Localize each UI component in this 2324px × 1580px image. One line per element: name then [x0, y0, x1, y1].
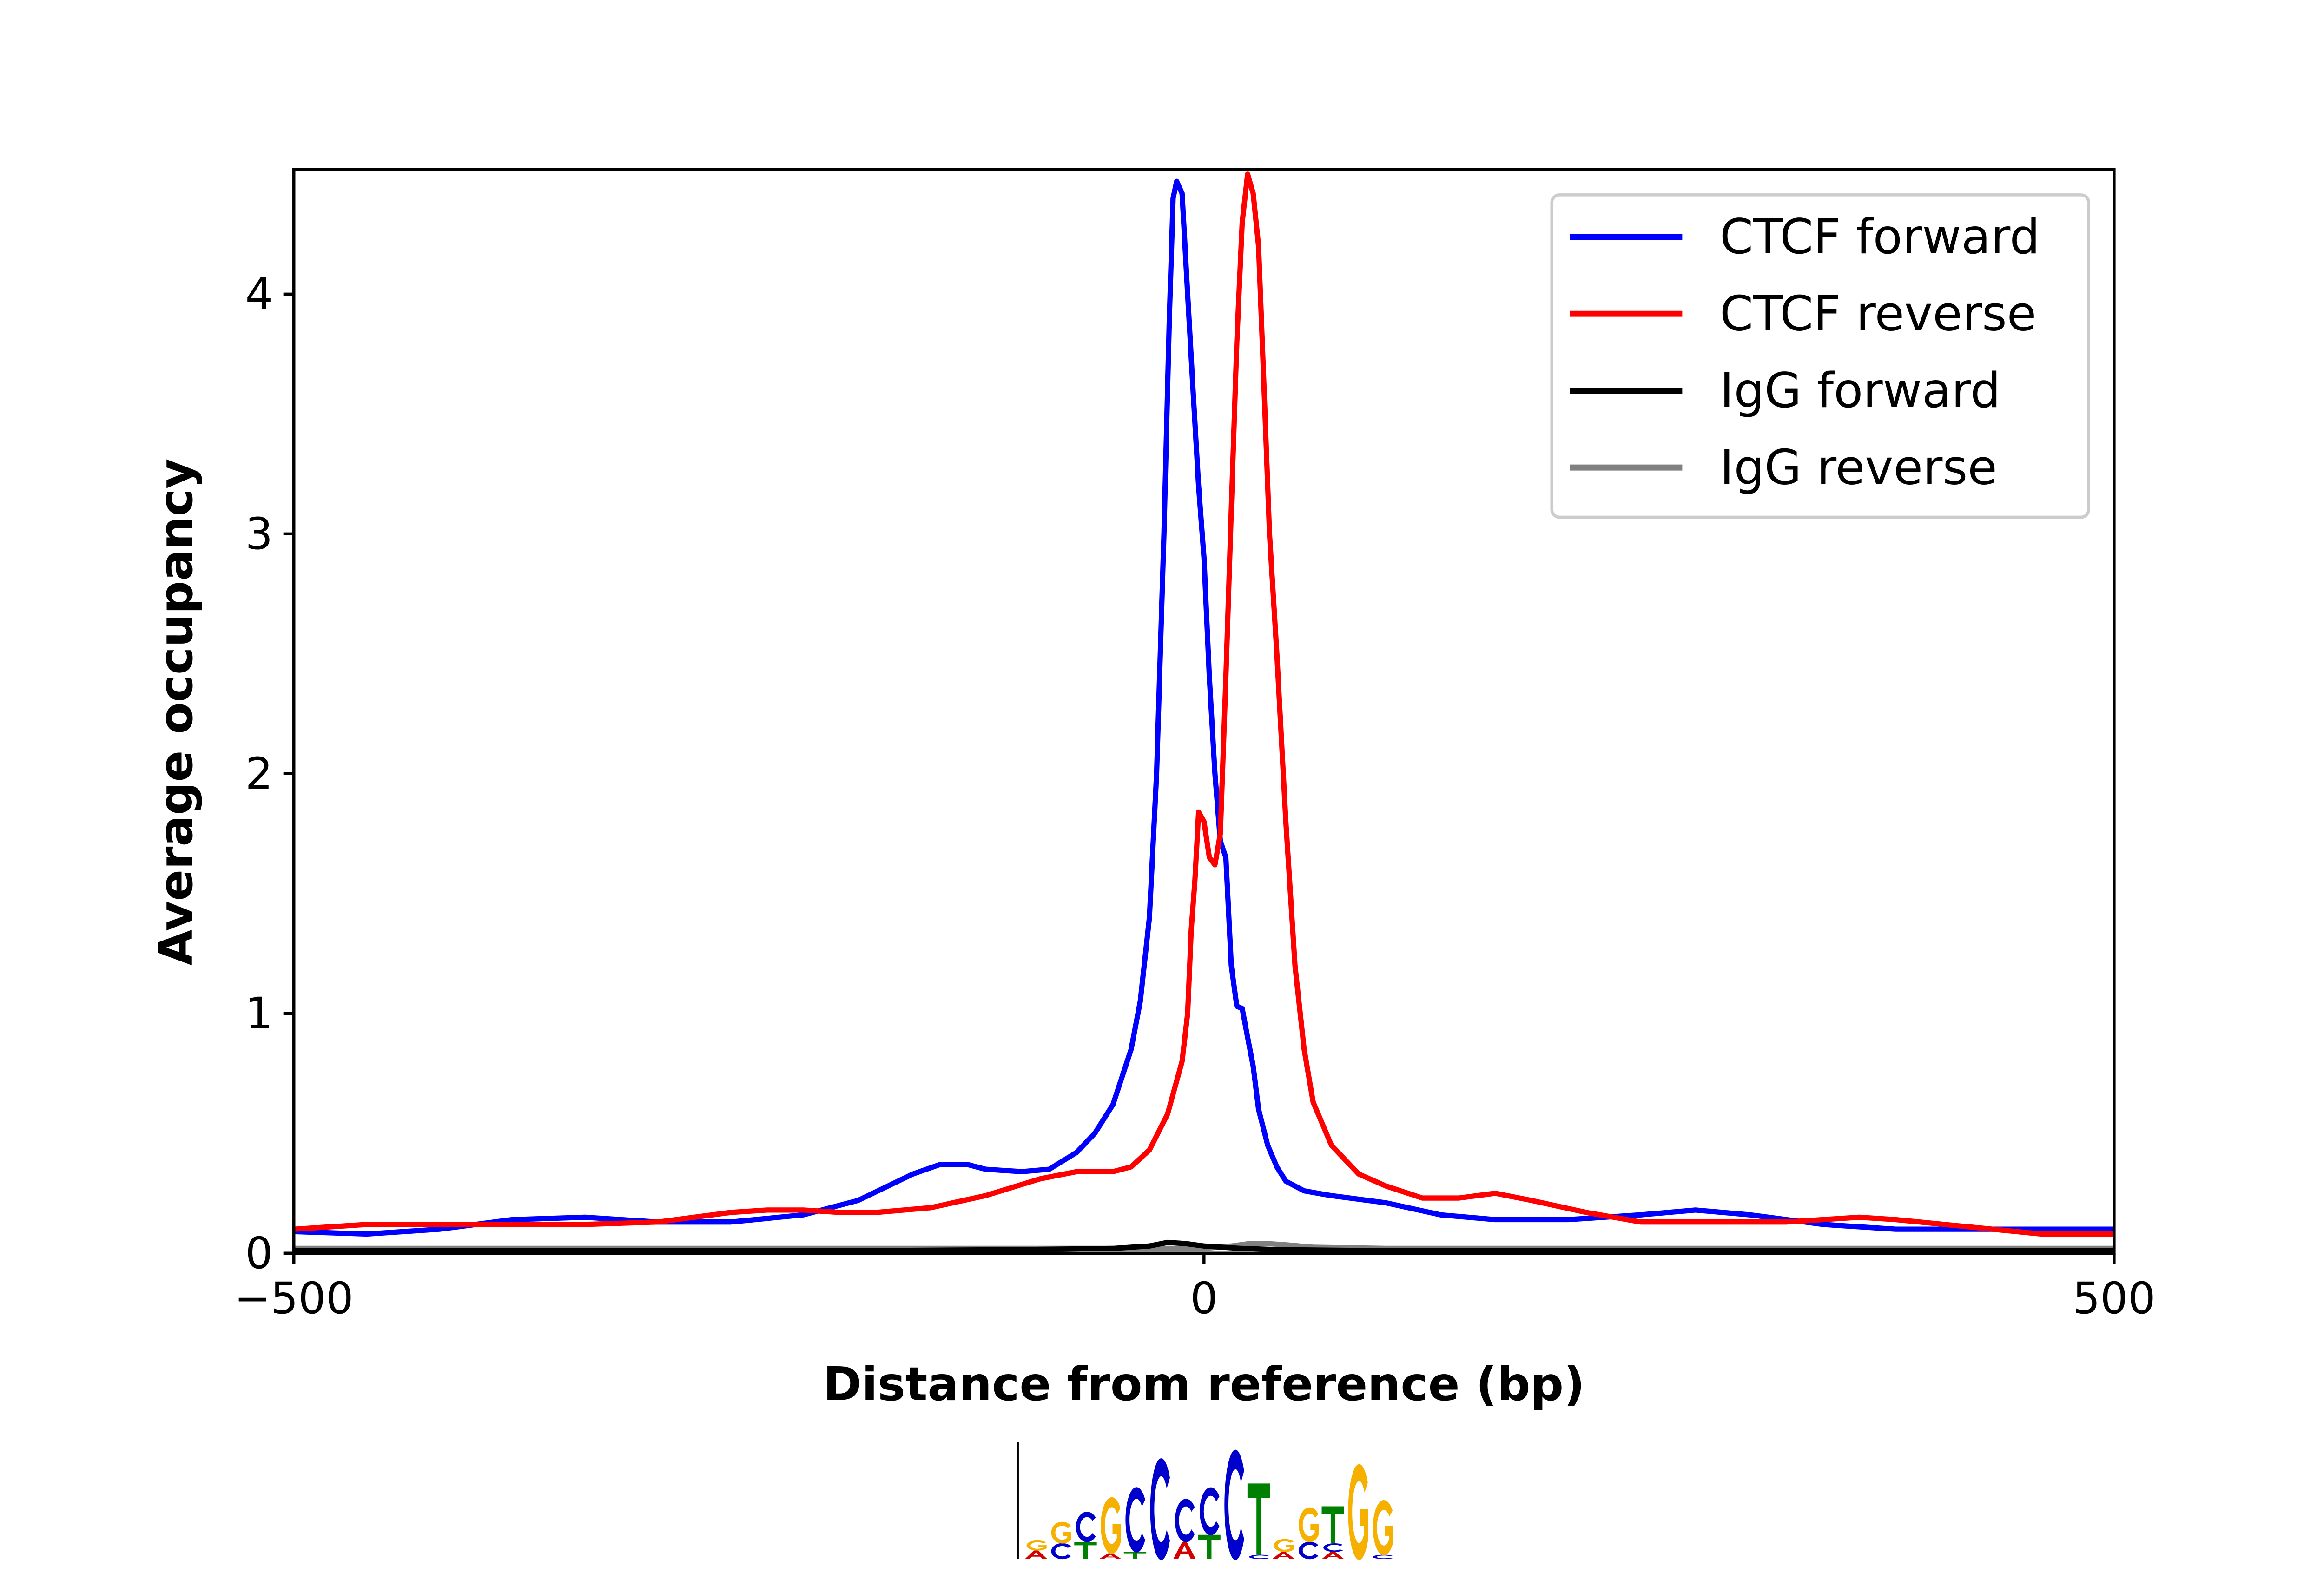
logo-letter-C-glyph	[1249, 1554, 1269, 1559]
logo-letter-C-glyph	[1299, 1541, 1319, 1560]
logo-letter-T-glyph	[1198, 1534, 1221, 1559]
legend-label: CTCF forward	[1720, 209, 2040, 265]
x-tick-label: 500	[2073, 1273, 2156, 1324]
legend-label: CTCF reverse	[1720, 286, 2036, 342]
logo-letter-T-glyph	[1074, 1542, 1097, 1559]
logo-letter-G-glyph	[1101, 1497, 1121, 1554]
logo-letter-A-glyph	[1099, 1553, 1122, 1559]
y-tick-label: 4	[245, 269, 273, 320]
logo-letter-C-glyph	[1175, 1499, 1195, 1542]
legend-item-igg-forward: IgG forward	[1570, 363, 2001, 419]
logo-letter-G-glyph	[1373, 1500, 1393, 1555]
logo-letter-A-glyph	[1321, 1552, 1344, 1559]
logo-letter-T-glyph	[1123, 1552, 1147, 1559]
logo-letter-G-glyph	[1026, 1540, 1047, 1551]
logo-letter-T-glyph	[1247, 1483, 1270, 1555]
logo-letter-C-glyph	[1224, 1449, 1244, 1560]
logo-letter-A-glyph	[1272, 1552, 1295, 1559]
ctcf-reverse-line	[293, 171, 2114, 1237]
logo-letter-G-glyph	[1274, 1539, 1294, 1552]
legend-box	[1550, 193, 2090, 519]
logo-letter-T-glyph	[1321, 1506, 1344, 1544]
logo-letter-A-glyph	[1024, 1550, 1048, 1559]
logo-letter-A-glyph	[1173, 1542, 1196, 1559]
logo-letter-C-glyph	[1150, 1458, 1170, 1560]
logo-letter-C-glyph	[1051, 1543, 1071, 1560]
legend-label: IgG forward	[1720, 363, 2001, 419]
y-tick-label: 1	[245, 988, 273, 1039]
legend-item-ctcf-forward: CTCF forward	[1570, 209, 2040, 265]
legend: CTCF forward CTCF reverse IgG forward IgG r…	[1550, 193, 2090, 519]
motif-logo	[1017, 1442, 1393, 1560]
logo-letter-G-glyph	[1299, 1507, 1319, 1542]
series-lines	[293, 171, 2114, 1254]
y-tick-label: 0	[245, 1228, 273, 1279]
x-tick-label: −500	[234, 1273, 354, 1324]
y-axis-label: Average occupancy	[149, 459, 203, 966]
logo-letter-C-glyph	[1076, 1512, 1096, 1542]
y-tick-label: 2	[245, 749, 273, 799]
legend-label: IgG reverse	[1720, 440, 1997, 496]
igg-forward-line	[294, 1239, 2114, 1254]
logo-letter-C-glyph	[1373, 1554, 1393, 1559]
logo-letter-G-glyph	[1348, 1464, 1368, 1560]
logo-letter-C-glyph	[1125, 1487, 1145, 1553]
x-axis-label: Distance from reference (bp)	[823, 1357, 1585, 1411]
logo-letter-C-glyph	[1323, 1543, 1343, 1552]
y-tick-label: 3	[245, 509, 273, 560]
legend-item-ctcf-reverse: CTCF reverse	[1570, 286, 2036, 342]
logo-letter-C-glyph	[1200, 1487, 1220, 1535]
legend-item-igg-reverse: IgG reverse	[1570, 440, 1997, 496]
x-tick-label: 0	[1190, 1273, 1218, 1324]
ctcf-forward-line	[294, 178, 2114, 1237]
logo-letter-G-glyph	[1051, 1521, 1071, 1544]
